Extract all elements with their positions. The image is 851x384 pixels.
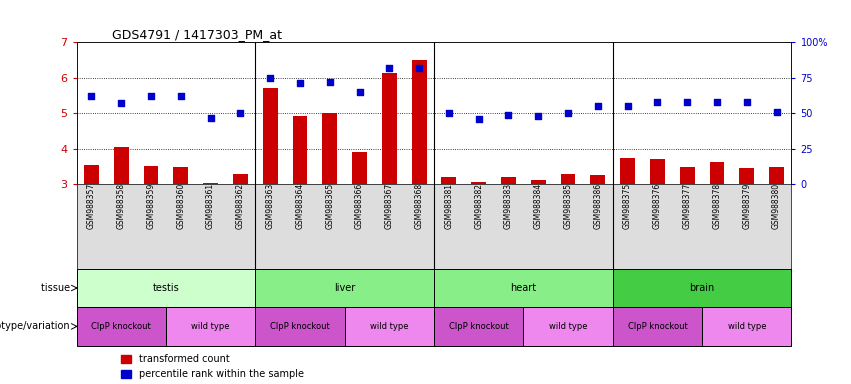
- Text: heart: heart: [511, 283, 536, 293]
- Bar: [255, 269, 434, 307]
- Bar: [710, 162, 724, 184]
- Point: [144, 93, 157, 99]
- Bar: [323, 113, 337, 184]
- Bar: [293, 116, 307, 184]
- Point: [531, 113, 545, 119]
- Text: wild type: wild type: [370, 322, 408, 331]
- Point: [501, 112, 515, 118]
- Bar: [203, 182, 218, 184]
- Bar: [591, 175, 605, 184]
- Bar: [77, 269, 255, 307]
- Point: [352, 89, 366, 95]
- Text: brain: brain: [689, 283, 715, 293]
- Point: [85, 93, 98, 99]
- Bar: [442, 177, 456, 184]
- Bar: [255, 307, 345, 346]
- Bar: [174, 167, 188, 184]
- Point: [710, 99, 723, 105]
- Point: [174, 93, 187, 99]
- Bar: [531, 180, 545, 184]
- Point: [650, 99, 664, 105]
- Bar: [434, 307, 523, 346]
- Point: [412, 65, 426, 71]
- Bar: [233, 174, 248, 184]
- Text: GDS4791 / 1417303_PM_at: GDS4791 / 1417303_PM_at: [112, 28, 283, 41]
- Point: [769, 109, 783, 115]
- Bar: [650, 159, 665, 184]
- Point: [263, 74, 277, 81]
- Text: ClpP knockout: ClpP knockout: [270, 322, 330, 331]
- Text: wild type: wild type: [191, 322, 230, 331]
- Bar: [613, 269, 791, 307]
- Point: [114, 100, 128, 106]
- Bar: [263, 88, 277, 184]
- Bar: [523, 307, 613, 346]
- Bar: [84, 165, 99, 184]
- Bar: [620, 158, 635, 184]
- Text: genotype/variation: genotype/variation: [0, 321, 73, 331]
- Point: [203, 114, 217, 121]
- Bar: [740, 168, 754, 184]
- Point: [293, 80, 306, 86]
- Point: [591, 103, 604, 109]
- Bar: [412, 60, 426, 184]
- Text: wild type: wild type: [728, 322, 766, 331]
- Bar: [501, 177, 516, 184]
- Bar: [680, 167, 694, 184]
- Bar: [471, 182, 486, 184]
- Bar: [345, 307, 434, 346]
- Point: [620, 103, 634, 109]
- Bar: [769, 167, 784, 184]
- Bar: [613, 307, 702, 346]
- Bar: [702, 307, 791, 346]
- Text: ClpP knockout: ClpP knockout: [627, 322, 688, 331]
- Text: ClpP knockout: ClpP knockout: [91, 322, 151, 331]
- Point: [233, 110, 247, 116]
- Point: [382, 65, 396, 71]
- Text: liver: liver: [334, 283, 355, 293]
- Point: [323, 79, 336, 85]
- Bar: [434, 269, 613, 307]
- Text: wild type: wild type: [549, 322, 587, 331]
- Bar: [352, 152, 367, 184]
- Bar: [561, 174, 575, 184]
- Legend: transformed count, percentile rank within the sample: transformed count, percentile rank withi…: [117, 351, 307, 383]
- Point: [740, 99, 753, 105]
- Bar: [166, 307, 255, 346]
- Text: ClpP knockout: ClpP knockout: [448, 322, 509, 331]
- Point: [471, 116, 485, 122]
- Bar: [114, 147, 129, 184]
- Point: [561, 110, 574, 116]
- Point: [680, 99, 694, 105]
- Point: [442, 110, 455, 116]
- Bar: [77, 307, 166, 346]
- Text: tissue: tissue: [41, 283, 73, 293]
- Bar: [382, 73, 397, 184]
- Text: testis: testis: [152, 283, 180, 293]
- Bar: [144, 166, 158, 184]
